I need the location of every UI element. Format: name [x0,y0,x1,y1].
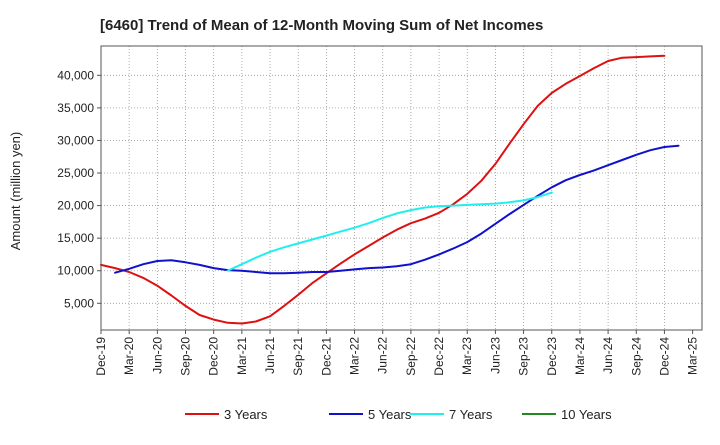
y-tick-label: 35,000 [57,101,94,115]
legend-label-3-years: 3 Years [224,407,268,422]
y-tick-label: 20,000 [57,199,94,213]
y-tick-label: 25,000 [57,166,94,180]
series-line-3-years [100,54,666,325]
y-tick-label: 5,000 [64,296,94,310]
y-tick-label: 30,000 [57,133,94,147]
legend-label-10-years: 10 Years [561,407,612,422]
x-tick-label: Sep-23 [517,337,531,376]
x-tick-label: Mar-25 [686,337,700,375]
x-tick-label: Mar-22 [348,337,362,375]
series-lines [100,54,680,325]
x-tick-label: Mar-20 [122,337,136,375]
x-tick-label: Jun-23 [488,337,502,374]
y-axis-label: Amount (million yen) [8,132,23,251]
x-tick-label: Jun-21 [263,337,277,374]
legend-label-5-years: 5 Years [368,407,412,422]
grid [101,46,702,330]
x-tick-label: Dec-23 [545,337,559,376]
x-tick-label: Jun-20 [150,337,164,374]
y-tick-label: 15,000 [57,231,94,245]
y-axis-ticks: 5,000 10,000 15,000 20,000 25,000 30,000 35,00… [57,68,101,310]
series-line-5-years [114,144,680,275]
x-tick-label: Sep-24 [629,337,643,376]
x-tick-label: Mar-21 [235,337,249,375]
legend: 3 Years 5 Years 7 Years 10 Years [185,407,612,422]
x-tick-label: Sep-22 [404,337,418,376]
y-tick-label: 40,000 [57,68,94,82]
x-tick-label: Jun-22 [376,337,390,374]
x-tick-label: Mar-24 [573,337,587,375]
x-tick-label: Dec-22 [432,337,446,376]
chart-title: [6460] Trend of Mean of 12-Month Moving … [100,17,543,34]
x-tick-label: Dec-19 [94,337,108,376]
x-tick-label: Sep-20 [179,337,193,376]
x-tick-label: Jun-24 [601,337,615,374]
x-tick-label: Dec-24 [657,337,671,376]
x-axis-ticks: Dec-19 Mar-20 Jun-20 Sep-20 Dec-20 Mar-21 Jun-… [94,330,700,376]
series-line-7-years [226,191,553,272]
x-tick-label: Sep-21 [291,337,305,376]
x-tick-label: Mar-23 [460,337,474,375]
legend-label-7-years: 7 Years [449,407,493,422]
x-tick-label: Dec-20 [207,337,221,376]
y-tick-label: 10,000 [57,264,94,278]
plot-frame [100,45,703,331]
x-tick-label: Dec-21 [319,337,333,376]
